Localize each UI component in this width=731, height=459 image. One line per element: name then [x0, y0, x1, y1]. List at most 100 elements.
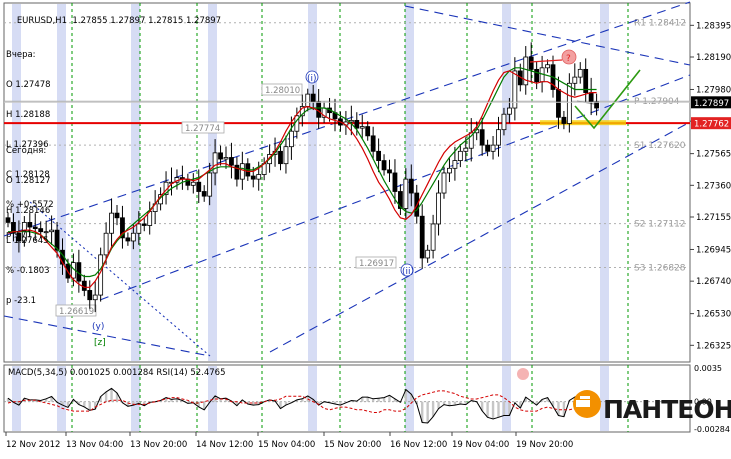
macd-histogram-bar — [66, 401, 70, 408]
macd-histogram-bar — [502, 401, 506, 416]
price-annotation-box — [261, 83, 303, 96]
today-panel: Сегодня: O 1.28127 H 1.28146 L 1.27645 %… — [6, 126, 51, 326]
today-low: L 1.27645 — [6, 236, 49, 246]
today-open: O 1.28127 — [6, 176, 51, 186]
macd-histogram-bar — [410, 394, 413, 402]
macd-histogram-bar — [524, 397, 527, 402]
candle-body — [545, 64, 550, 69]
candle-body — [496, 129, 501, 146]
time-zone-band-macd — [405, 366, 414, 431]
pivot-level-label: R1 1.28412 — [634, 19, 686, 29]
today-percent: % -0.1803 — [6, 266, 50, 276]
candle-body — [485, 144, 491, 152]
macd-histogram-bar — [94, 401, 97, 410]
yesterday-percent: % +0.5572 — [6, 200, 54, 210]
candle-body — [16, 232, 22, 242]
candle-body — [114, 212, 120, 219]
candle-body — [32, 226, 38, 230]
time-zone-band-main — [12, 4, 21, 361]
x-axis-tick-label: 19 Nov 04:00 — [452, 440, 509, 450]
candle-body — [54, 229, 60, 251]
candle-body — [457, 150, 463, 161]
macd-histogram-bar — [382, 397, 386, 402]
pivot-level-label: S2 1.27112 — [634, 220, 686, 230]
yesterday-open: O 1.27478 — [6, 80, 51, 90]
candle-body — [141, 223, 147, 226]
macd-histogram-bar — [333, 401, 337, 404]
candle-body — [354, 119, 360, 129]
candle-body — [501, 113, 507, 131]
candle-body — [392, 172, 398, 192]
macd-histogram-bar — [39, 400, 42, 402]
macd-histogram-bar — [88, 401, 91, 411]
chart-title-quote: EURUSD,H1 1.27855 1.27897 1.27815 1.2789… — [6, 6, 221, 36]
candle-body — [523, 56, 529, 86]
x-axis-tick-label: 16 Nov 12:00 — [390, 440, 447, 450]
candle-body — [43, 231, 49, 234]
candle-body — [447, 167, 452, 174]
macd-histogram-bar — [224, 398, 228, 402]
macd-histogram-bar — [170, 399, 173, 402]
macd-histogram-bar — [546, 397, 549, 402]
macd-histogram-bar — [301, 398, 304, 402]
candle-body — [408, 178, 414, 194]
channel-lower-left-line — [3, 315, 211, 357]
price-annotation-label: 1.28010 — [265, 86, 300, 96]
candle-body — [239, 163, 245, 180]
macd-histogram-bar — [6, 398, 10, 402]
macd-histogram-bar — [540, 399, 544, 402]
macd-histogram-bar — [104, 391, 108, 402]
time-zone-band-main — [502, 4, 511, 361]
macd-histogram-bar — [388, 395, 391, 402]
macd-histogram-bar — [480, 401, 484, 411]
today-points: p -23.1 — [6, 296, 37, 306]
macd-histogram-bar — [181, 400, 184, 402]
candle-body — [310, 93, 316, 103]
time-zone-band-macd — [131, 366, 140, 431]
macd-histogram-bar — [339, 401, 342, 406]
macd-histogram-bar — [17, 401, 21, 406]
macd-histogram-bar — [361, 397, 364, 402]
x-axis-tick-label: 12 Nov 2012 — [6, 440, 60, 450]
macd-pane-frame — [3, 364, 691, 433]
macd-signal-line — [7, 390, 597, 413]
price-annotation-label: 1.27774 — [185, 124, 220, 134]
candle-body — [506, 107, 512, 115]
macd-histogram-bar — [186, 401, 190, 404]
macd-histogram-bar — [279, 401, 282, 409]
macd-histogram-bar — [508, 401, 511, 416]
macd-histogram-bar — [284, 401, 288, 406]
wave-label-circle — [400, 263, 414, 277]
quote-label: 1.27855 1.27897 1.27815 1.27897 — [72, 16, 222, 26]
candle-body — [288, 130, 294, 148]
y-axis-tick-label: 1.26740 — [696, 277, 731, 287]
logo-bar-icon — [576, 400, 590, 407]
time-zone-band-main — [57, 4, 66, 361]
channel-top-line — [404, 5, 691, 66]
candle-body — [136, 223, 142, 234]
macd-histogram-bar — [404, 389, 408, 402]
macd-histogram-bar — [393, 398, 397, 402]
y-axis-tick-label: 1.27360 — [696, 181, 731, 191]
x-axis-tick-label: 19 Nov 20:00 — [516, 440, 573, 450]
macd-histogram-bar — [295, 399, 299, 402]
macd-histogram-bar — [72, 399, 75, 402]
price-annotation-box — [55, 304, 97, 317]
x-axis-tick-label: 15 Nov 20:00 — [324, 440, 381, 450]
macd-histogram-bar — [50, 396, 53, 402]
macd-histogram-bar — [115, 393, 119, 402]
macd-histogram-bar — [491, 401, 495, 419]
macd-histogram-bar — [213, 395, 217, 402]
macd-histogram-bar — [431, 401, 435, 417]
macd-histogram-bar — [350, 400, 353, 402]
macd-histogram-bar — [110, 388, 113, 402]
candle-body — [5, 217, 11, 223]
projection-path — [574, 69, 641, 130]
x-axis-tick-label: 13 Nov 20:00 — [130, 440, 187, 450]
candle-body — [556, 89, 561, 118]
macd-histogram-bar — [246, 401, 249, 404]
symbol-label: EURUSD,H1 — [16, 16, 67, 26]
macd-histogram-bar — [437, 401, 440, 409]
y-axis-tick-label: 1.26945 — [696, 245, 731, 255]
